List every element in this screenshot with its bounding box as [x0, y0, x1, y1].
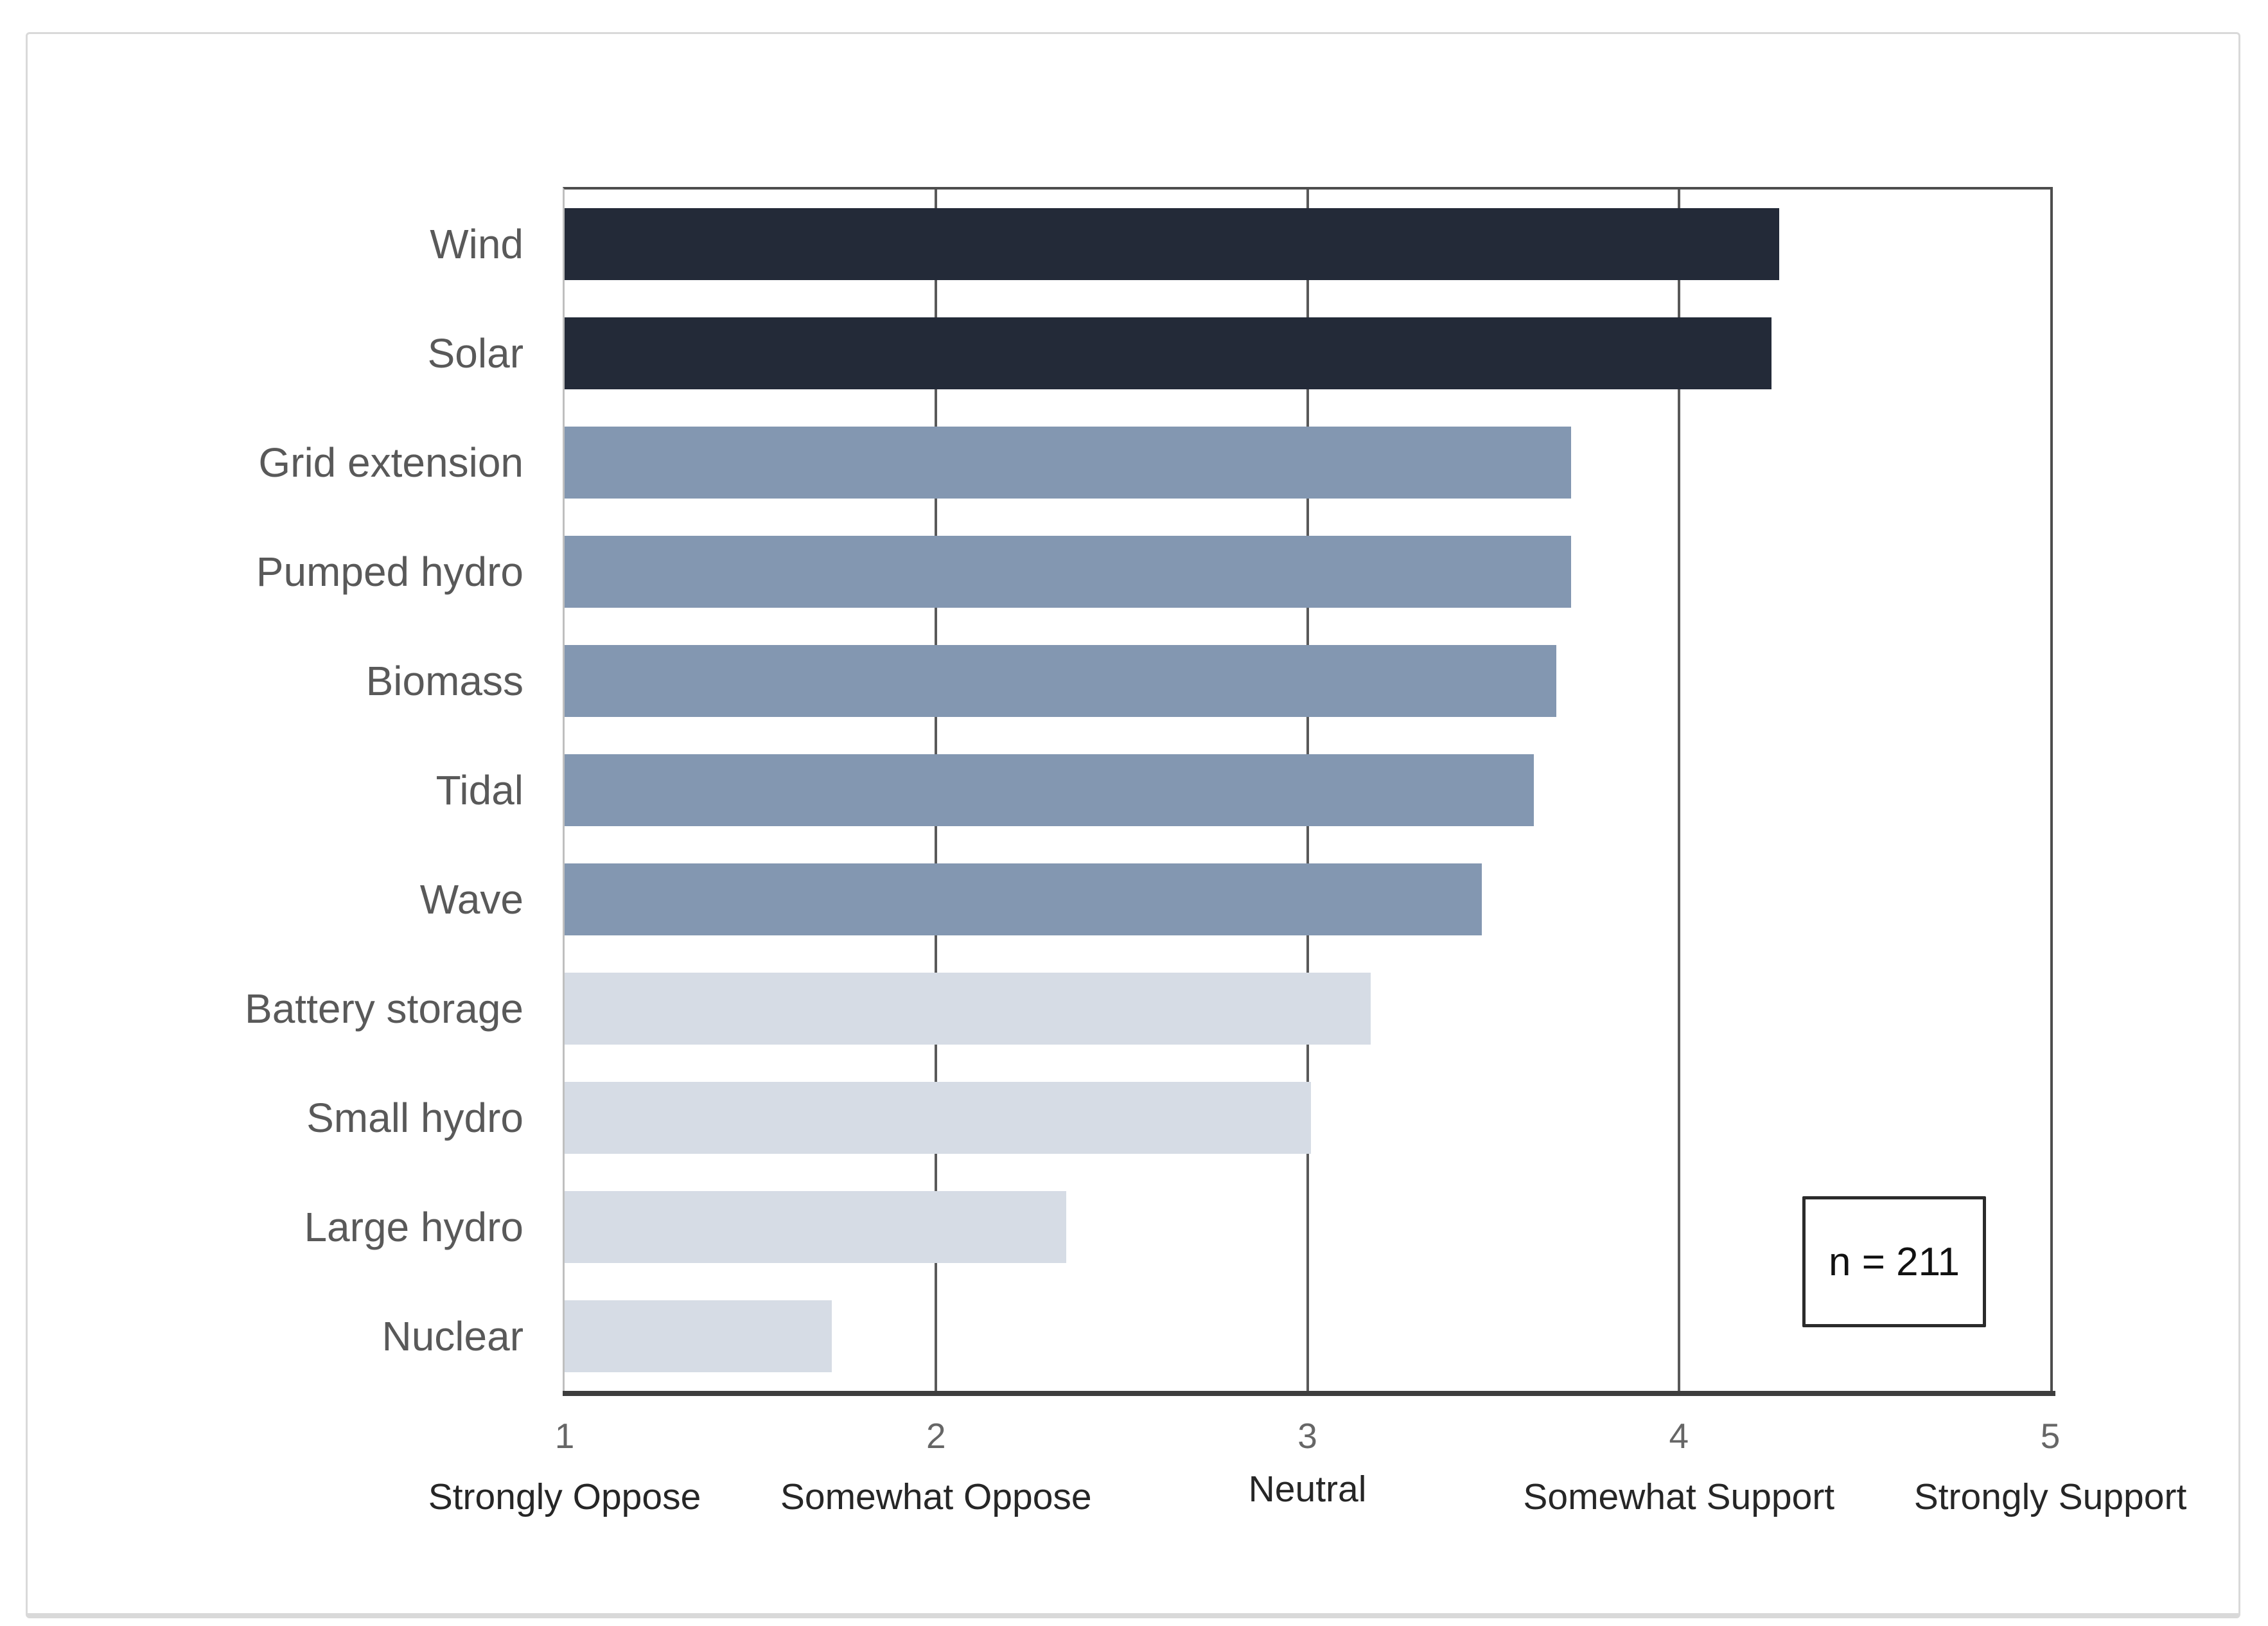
category-label-large-hydro: Large hydro	[304, 1204, 523, 1250]
category-label-tidal: Tidal	[435, 767, 523, 813]
x-tick-number-3: 3	[1297, 1416, 1317, 1456]
x-axis-line	[563, 1391, 2055, 1396]
category-label-grid-extension: Grid extension	[258, 439, 523, 486]
bar-wind	[565, 208, 1779, 280]
gridline	[1677, 190, 1680, 1391]
bar-nuclear	[565, 1300, 832, 1372]
bar-large-hydro	[565, 1191, 1066, 1263]
sample-size-box: n = 211	[1802, 1196, 1986, 1327]
bar-small-hydro	[565, 1082, 1312, 1154]
x-tick-number-1: 1	[554, 1416, 575, 1456]
x-tick-label-somewhat-support: Somewhat Support	[1523, 1476, 1835, 1517]
bar-grid-extension	[565, 427, 1572, 499]
category-label-pumped-hydro: Pumped hydro	[256, 549, 523, 595]
x-tick-number-4: 4	[1669, 1416, 1689, 1456]
bar-plot-area	[565, 190, 2050, 1391]
bar-battery-storage	[565, 973, 1371, 1045]
bar-tidal	[565, 754, 1534, 826]
x-tick-label-somewhat-oppose: Somewhat Oppose	[780, 1476, 1092, 1517]
category-label-battery-storage: Battery storage	[245, 985, 523, 1032]
bar-solar	[565, 317, 1772, 389]
chart-frame: Wind Solar Grid extension Pumped hydro Bioma…	[26, 32, 2240, 1618]
category-label-nuclear: Nuclear	[382, 1313, 523, 1359]
bar-biomass	[565, 645, 1556, 717]
sample-size-label: n = 211	[1829, 1239, 1960, 1284]
bar-wave	[565, 863, 1482, 935]
x-tick-label-strongly-support: Strongly Support	[1913, 1476, 2187, 1517]
category-axis: Wind Solar Grid extension Pumped hydro Bioma…	[28, 190, 523, 1391]
x-tick-number-2: 2	[926, 1416, 946, 1456]
category-label-biomass: Biomass	[365, 658, 523, 704]
category-label-wave: Wave	[419, 876, 523, 923]
bar-pumped-hydro	[565, 536, 1572, 608]
x-tick-label-strongly-oppose: Strongly Oppose	[428, 1476, 701, 1517]
x-tick-number-5: 5	[2040, 1416, 2061, 1456]
category-label-small-hydro: Small hydro	[306, 1095, 523, 1141]
category-label-wind: Wind	[430, 221, 523, 267]
x-tick-label-neutral: Neutral	[1248, 1469, 1367, 1510]
category-label-solar: Solar	[427, 330, 523, 376]
